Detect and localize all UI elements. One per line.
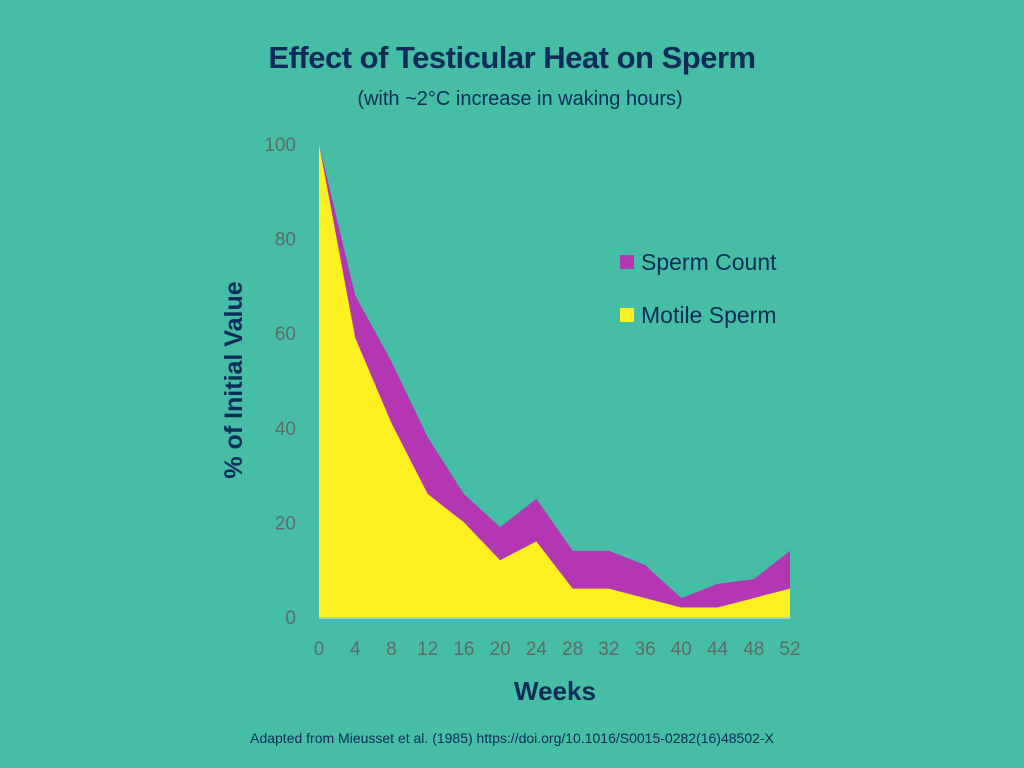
legend-item: Motile Sperm: [620, 302, 776, 328]
y-tick-label: 0: [285, 608, 296, 629]
y-axis-label: % of Initial Value: [220, 281, 248, 478]
x-tick-label: 48: [743, 639, 764, 660]
x-tick-label: 8: [386, 639, 397, 660]
legend-swatch: [620, 255, 634, 269]
y-tick-label: 40: [275, 419, 296, 440]
legend: Sperm Count Motile Sperm: [620, 249, 777, 328]
y-axis-ticks: 0 20 40 60 80 100: [264, 135, 296, 629]
x-axis-label: Weeks: [514, 676, 596, 706]
x-tick-label: 28: [562, 639, 583, 660]
plot-areas: [319, 144, 790, 617]
x-tick-label: 44: [707, 639, 729, 660]
x-axis-ticks: 0 4 8 12 16 20 24 28 32 36 40 44 48 52: [314, 639, 801, 660]
x-tick-label: 20: [490, 639, 511, 660]
legend-swatch: [620, 308, 634, 322]
y-tick-label: 20: [275, 513, 296, 534]
x-tick-label: 36: [635, 639, 656, 660]
area-sperm-count: [319, 144, 790, 617]
area-motile-sperm: [319, 144, 790, 617]
legend-item: Sperm Count: [620, 249, 777, 275]
legend-label: Sperm Count: [641, 249, 777, 275]
x-tick-label: 12: [417, 639, 438, 660]
chart-title: Effect of Testicular Heat on Sperm: [268, 40, 756, 75]
x-tick-label: 0: [314, 639, 325, 660]
source-citation: Adapted from Mieusset et al. (1985) http…: [250, 730, 774, 746]
x-tick-label: 4: [350, 639, 361, 660]
x-tick-label: 24: [526, 639, 548, 660]
y-tick-label: 100: [264, 135, 296, 156]
x-tick-label: 52: [779, 639, 800, 660]
y-tick-label: 80: [275, 230, 296, 251]
chart-subtitle: (with ~2°C increase in waking hours): [357, 88, 683, 110]
y-tick-label: 60: [275, 324, 296, 345]
x-tick-label: 16: [453, 639, 474, 660]
x-tick-label: 32: [598, 639, 619, 660]
legend-label: Motile Sperm: [641, 302, 776, 328]
x-tick-label: 40: [671, 639, 692, 660]
